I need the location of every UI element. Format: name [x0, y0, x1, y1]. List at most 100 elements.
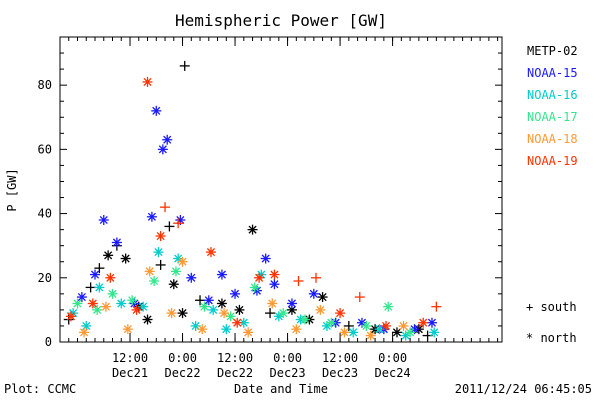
data-point — [243, 327, 254, 338]
data-point — [232, 317, 243, 328]
legend-item: NOAA-16 — [527, 88, 578, 102]
data-point — [286, 298, 297, 309]
legend-item: NOAA-18 — [527, 132, 578, 146]
data-point — [267, 298, 278, 309]
data-point — [343, 320, 354, 331]
data-point — [90, 269, 101, 280]
data-point — [208, 304, 219, 315]
data-point — [405, 327, 416, 338]
data-point — [339, 327, 350, 338]
chart-title: Hemispheric Power [GW] — [175, 11, 387, 30]
data-point — [381, 320, 392, 331]
data-point — [142, 76, 153, 87]
data-point — [238, 317, 249, 328]
legend: METP-02 NOAA-15 NOAA-16 NOAA-17 NOAA-18 NOAA-… — [527, 44, 578, 168]
data-point — [278, 308, 289, 319]
data-point — [168, 279, 179, 290]
data-point — [308, 288, 319, 299]
data-point — [146, 211, 157, 222]
data-point — [162, 134, 173, 145]
x-tick-label-date: Dec23 — [270, 366, 306, 380]
data-point — [265, 308, 276, 319]
x-tick-label-date: Dec24 — [375, 366, 411, 380]
data-point — [418, 317, 429, 328]
data-point — [79, 327, 90, 338]
data-point — [186, 272, 197, 283]
data-point — [326, 317, 337, 328]
y-axis-label: P [GW] — [5, 168, 19, 211]
x-tick-label-date: Dec21 — [112, 366, 148, 380]
data-point — [164, 221, 175, 232]
data-point — [98, 215, 109, 225]
y-tick-label: 60 — [38, 142, 52, 156]
data-point — [166, 308, 177, 319]
data-point — [335, 308, 346, 319]
x-tick-label-date: Dec23 — [322, 366, 358, 380]
data-point — [105, 272, 116, 283]
legend-item: METP-02 — [527, 44, 578, 58]
data-point — [300, 314, 311, 325]
x-tick-label-time: 12:00 — [217, 351, 253, 365]
data-point — [230, 288, 241, 299]
x-tick-label-date: Dec22 — [217, 366, 253, 380]
data-point — [116, 298, 127, 309]
data-point — [179, 60, 190, 71]
data-point — [122, 324, 133, 335]
y-tick-label: 80 — [38, 78, 52, 92]
symbol-legend-item: * north — [526, 331, 577, 345]
plot-frame — [59, 36, 503, 343]
data-point — [153, 247, 164, 258]
data-point — [254, 272, 265, 283]
data-point — [170, 266, 181, 277]
data-point — [317, 292, 328, 303]
data-point — [120, 253, 131, 264]
data-point — [234, 304, 245, 315]
legend-item: NOAA-17 — [527, 110, 578, 124]
data-point — [219, 308, 230, 319]
y-tick-label: 40 — [38, 207, 52, 221]
data-markers — [63, 60, 442, 341]
data-point — [87, 298, 98, 309]
data-point — [356, 317, 367, 328]
data-point — [426, 317, 437, 328]
y-tick-label: 20 — [38, 271, 52, 285]
x-tick-label-time: 12:00 — [322, 351, 358, 365]
symbol-legend-item: + south — [526, 300, 577, 314]
data-point — [429, 327, 440, 338]
y-tick-label: 0 — [45, 335, 52, 349]
timestamp: 2011/12/24 06:45:05 — [455, 382, 592, 396]
x-tick-label-time: 0:00 — [378, 351, 407, 365]
x-tick-label-time: 12:00 — [112, 351, 148, 365]
data-point — [131, 304, 142, 315]
data-point — [173, 218, 184, 229]
data-point — [85, 282, 96, 293]
data-point — [72, 298, 83, 309]
data-point — [155, 231, 166, 242]
data-point — [127, 295, 138, 306]
data-point — [157, 144, 168, 155]
symbol-legend: + south * north — [526, 300, 577, 345]
data-point — [111, 237, 122, 248]
data-point — [216, 298, 227, 309]
data-point — [203, 295, 214, 306]
data-point — [144, 266, 155, 277]
data-point — [65, 311, 76, 322]
x-axis-label: Date and Time — [234, 382, 328, 396]
data-point — [195, 295, 206, 306]
data-point — [103, 250, 114, 261]
data-point — [391, 327, 402, 338]
data-point — [92, 304, 103, 315]
data-point — [269, 269, 280, 280]
data-point — [142, 314, 153, 325]
data-point — [431, 301, 442, 312]
data-point — [177, 256, 188, 267]
data-point — [315, 304, 326, 315]
data-point — [398, 320, 409, 331]
data-point — [361, 320, 372, 331]
data-point — [76, 292, 87, 303]
data-point — [155, 259, 166, 270]
data-point — [199, 301, 210, 312]
x-tick-label-time: 0:00 — [273, 351, 302, 365]
legend-item: NOAA-19 — [527, 154, 578, 168]
